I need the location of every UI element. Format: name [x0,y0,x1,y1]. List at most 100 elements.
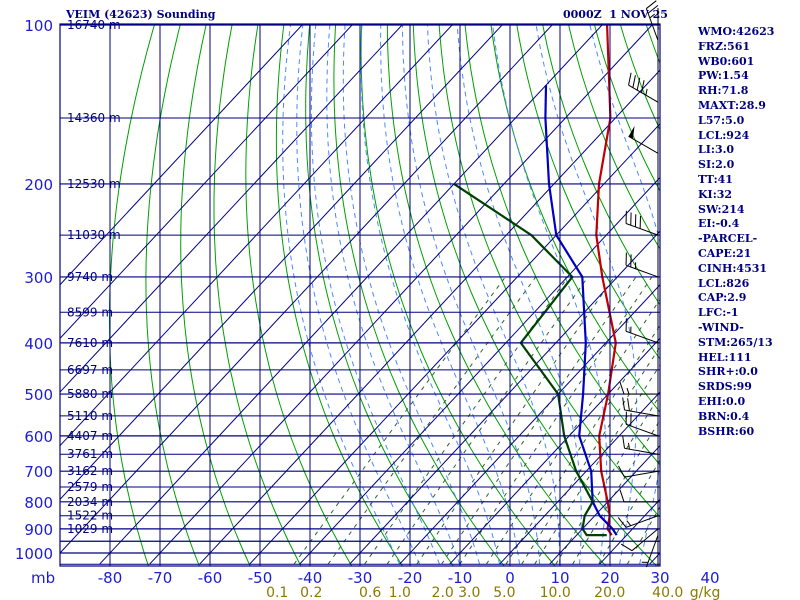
pressure-unit-label: mb [31,569,55,587]
temperature-tick-label: -50 [248,569,273,587]
moist-adiabat [589,24,660,565]
height-label: 9740 m [67,270,113,284]
temperature-tick-label: 20 [600,569,619,587]
isotherm [60,24,504,501]
sounding-time: 0000Z 1 NOV 25 [563,8,668,21]
pressure-tick-label: 300 [24,269,53,287]
isotherm [60,24,554,554]
pressure-tick-label: 500 [24,386,53,404]
moist-adiabat [535,24,638,565]
mixing-ratio-line [505,324,660,565]
isotherm [60,24,304,286]
stat-item: LCL:826 [698,276,750,290]
stat-item: SHR+:0.0 [698,365,758,379]
height-label: 7610 m [67,336,113,350]
parcel-line [544,85,618,536]
wind-barb [625,252,659,278]
stat-item: WMO:42623 [698,25,775,38]
isotherm [60,24,454,447]
isotherm [299,176,660,565]
isotherm [60,24,354,340]
wind-barb [618,465,659,478]
mixing-ratio-label: 40.0 [652,585,683,600]
stat-item: CAPE:21 [698,246,752,260]
height-label: 12530 m [67,177,121,191]
wind-barb [625,210,659,236]
mixing-ratio-line [327,276,537,565]
stat-item: LI:3.0 [698,143,735,157]
stat-item: SRDS:99 [698,380,752,394]
height-label: 8599 m [67,305,113,319]
mixing-ratio-label: 0.6 [359,585,381,600]
temperature-tick-label: -60 [198,569,223,587]
wind-barb [628,72,659,103]
mixing-ratio-line [521,345,660,565]
mixing-ratio-line [555,394,660,565]
dry-adiabat [305,24,455,566]
stat-item: MAXT:28.9 [698,98,766,112]
stat-item: LFC:-1 [698,306,739,320]
stat-item: EHI:0.0 [698,394,746,408]
moist-adiabat [342,24,481,565]
mixing-ratio-label: 2.0 [432,585,454,600]
moist-adiabat [360,24,501,565]
height-label: 3162 m [67,464,113,478]
dry-adiabat [360,24,556,566]
pressure-tick-label: 800 [24,494,53,512]
moist-adiabat [401,24,541,565]
dry-adiabat [464,24,660,466]
stat-item: HEL:111 [698,350,752,364]
isotherm [549,444,660,565]
moist-adiabat [380,24,521,565]
wind-barb [625,318,659,344]
dry-adiabat [542,24,660,306]
mixing-ratio-label: 20.0 [594,585,625,600]
mixing-ratio-label: 1.0 [389,585,411,600]
height-label: 14360 m [67,111,121,125]
wind-barb [622,397,659,417]
temperature-tick-label: -80 [98,569,123,587]
dry-adiabat [213,24,302,566]
moist-adiabat [326,24,461,565]
mixing-ratio-line [364,276,569,565]
dry-adiabat [145,24,200,566]
height-label: 16740 m [67,18,121,32]
mixing-ratio-label: 10.0 [540,585,571,600]
stat-item: SW:214 [698,202,745,216]
stat-item: SI:2.0 [698,158,735,172]
temperature-line [595,24,617,536]
stat-item: TT:41 [698,172,733,186]
moist-adiabat [492,24,608,565]
temperature-tick-label: -10 [448,569,473,587]
wind-barb [625,411,659,437]
dry-adiabat [593,24,660,192]
stat-item: BSHR:60 [698,424,755,438]
wind-barb [617,515,659,528]
isotherm [60,24,404,393]
dewpoint-line [453,182,607,537]
stat-item: EI:-0.4 [698,217,740,231]
chart-title: VEIM (42623) Sounding [66,8,216,21]
mixing-ratio-label: 0.1 [266,585,288,600]
mixing-ratio-line [534,364,660,565]
moist-adiabat [310,24,441,565]
pressure-tick-label: 1000 [15,545,53,563]
height-label: 5880 m [67,387,113,401]
isotherm [449,337,660,565]
sounding-indices-panel: WMO:42623 FRZ:561 WB0:601 PW:1.54 RH:71.8 MAX… [698,25,774,439]
mixing-ratio-unit: g/kg [690,585,721,600]
moist-adiabat [282,24,401,565]
height-label: 1522 m [67,509,113,523]
stat-item: L57:5.0 [698,113,745,127]
mixing-ratio-label: 5.0 [493,585,515,600]
height-label: 3761 m [67,447,113,461]
moist-adiabat [296,24,421,565]
pressure-tick-label: 100 [24,17,53,35]
wind-barb [641,534,659,568]
temperature-tick-label: 10 [550,569,569,587]
stat-item: WB0:601 [698,54,755,68]
isotherm [499,391,660,565]
height-label: 2579 m [67,480,113,494]
stat-item: CINH:4531 [698,261,768,275]
